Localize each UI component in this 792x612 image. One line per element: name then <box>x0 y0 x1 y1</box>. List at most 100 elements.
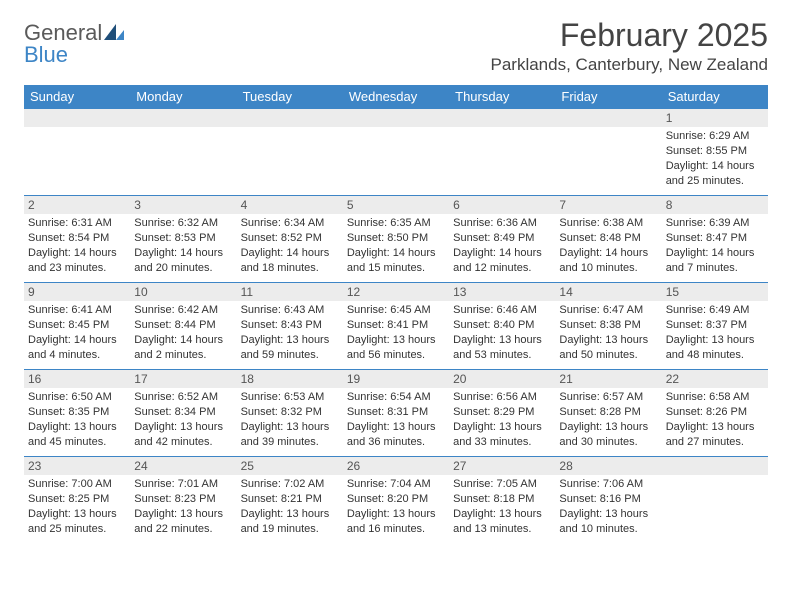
day-body: Sunrise: 6:42 AMSunset: 8:44 PMDaylight:… <box>130 301 236 368</box>
week-row: 16 Sunrise: 6:50 AMSunset: 8:35 PMDayligh… <box>24 369 768 456</box>
sunset-text: Sunset: 8:40 PM <box>453 318 551 333</box>
daylight1-text: Daylight: 14 hours <box>453 246 551 261</box>
day-cell: 11Sunrise: 6:43 AMSunset: 8:43 PMDayligh… <box>237 283 343 369</box>
day-body: Sunrise: 6:35 AMSunset: 8:50 PMDaylight:… <box>343 214 449 281</box>
day-body: Sunrise: 6:57 AMSunset: 8:28 PMDaylight:… <box>555 388 661 455</box>
daylight1-text: Daylight: 13 hours <box>241 333 339 348</box>
daylight2-text: and 16 minutes. <box>347 522 445 537</box>
day-number-bar: 18 <box>237 370 343 388</box>
daylight1-text: Daylight: 14 hours <box>666 246 764 261</box>
day-body: Sunrise: 6:45 AMSunset: 8:41 PMDaylight:… <box>343 301 449 368</box>
sunrise-text: Sunrise: 6:38 AM <box>559 216 657 231</box>
day-number-bar: 24 <box>130 457 236 475</box>
sunrise-text: Sunrise: 6:49 AM <box>666 303 764 318</box>
day-number: 28 <box>559 459 572 473</box>
day-body: Sunrise: 6:46 AMSunset: 8:40 PMDaylight:… <box>449 301 555 368</box>
daylight2-text: and 59 minutes. <box>241 348 339 363</box>
daylight1-text: Daylight: 13 hours <box>453 507 551 522</box>
sunrise-text: Sunrise: 6:41 AM <box>28 303 126 318</box>
sunrise-text: Sunrise: 6:47 AM <box>559 303 657 318</box>
day-number: 5 <box>347 198 354 212</box>
day-number: 7 <box>559 198 566 212</box>
day-cell: 10Sunrise: 6:42 AMSunset: 8:44 PMDayligh… <box>130 283 236 369</box>
day-number: 11 <box>241 285 253 299</box>
day-body: Sunrise: 6:41 AMSunset: 8:45 PMDaylight:… <box>24 301 130 368</box>
dow-cell: Saturday <box>662 85 768 108</box>
sunset-text: Sunset: 8:20 PM <box>347 492 445 507</box>
day-number: 27 <box>453 459 466 473</box>
sunset-text: Sunset: 8:16 PM <box>559 492 657 507</box>
day-number-bar: 23 <box>24 457 130 475</box>
day-cell: 25Sunrise: 7:02 AMSunset: 8:21 PMDayligh… <box>237 457 343 543</box>
day-cell: . <box>130 109 236 195</box>
daylight2-text: and 56 minutes. <box>347 348 445 363</box>
sunset-text: Sunset: 8:28 PM <box>559 405 657 420</box>
day-number: 20 <box>453 372 466 386</box>
location-text: Parklands, Canterbury, New Zealand <box>491 55 769 75</box>
month-title: February 2025 <box>491 18 769 53</box>
day-cell: 22Sunrise: 6:58 AMSunset: 8:26 PMDayligh… <box>662 370 768 456</box>
day-cell: . <box>237 109 343 195</box>
sunrise-text: Sunrise: 6:39 AM <box>666 216 764 231</box>
daylight1-text: Daylight: 14 hours <box>347 246 445 261</box>
day-cell: 23Sunrise: 7:00 AMSunset: 8:25 PMDayligh… <box>24 457 130 543</box>
day-body: Sunrise: 6:34 AMSunset: 8:52 PMDaylight:… <box>237 214 343 281</box>
day-number-bar: 5 <box>343 196 449 214</box>
sunset-text: Sunset: 8:44 PM <box>134 318 232 333</box>
day-number-bar: . <box>24 109 130 127</box>
sunrise-text: Sunrise: 7:05 AM <box>453 477 551 492</box>
daylight1-text: Daylight: 13 hours <box>453 333 551 348</box>
day-number: 4 <box>241 198 248 212</box>
day-cell: 18Sunrise: 6:53 AMSunset: 8:32 PMDayligh… <box>237 370 343 456</box>
daylight1-text: Daylight: 14 hours <box>559 246 657 261</box>
sunset-text: Sunset: 8:26 PM <box>666 405 764 420</box>
day-number-bar: 4 <box>237 196 343 214</box>
daylight1-text: Daylight: 13 hours <box>666 333 764 348</box>
dow-cell: Tuesday <box>237 85 343 108</box>
day-body: Sunrise: 7:02 AMSunset: 8:21 PMDaylight:… <box>237 475 343 542</box>
day-body: Sunrise: 6:39 AMSunset: 8:47 PMDaylight:… <box>662 214 768 281</box>
day-number: 12 <box>347 285 360 299</box>
day-number-bar: . <box>343 109 449 127</box>
day-body: Sunrise: 7:05 AMSunset: 8:18 PMDaylight:… <box>449 475 555 542</box>
calendar-page: General Blue February 2025 Parklands, Ca… <box>0 0 792 543</box>
day-body: Sunrise: 6:50 AMSunset: 8:35 PMDaylight:… <box>24 388 130 455</box>
sunset-text: Sunset: 8:52 PM <box>241 231 339 246</box>
day-number: 3 <box>134 198 141 212</box>
daylight2-text: and 25 minutes. <box>28 522 126 537</box>
sunrise-text: Sunrise: 7:01 AM <box>134 477 232 492</box>
day-body: Sunrise: 7:06 AMSunset: 8:16 PMDaylight:… <box>555 475 661 542</box>
sunset-text: Sunset: 8:31 PM <box>347 405 445 420</box>
day-body: Sunrise: 6:49 AMSunset: 8:37 PMDaylight:… <box>662 301 768 368</box>
day-cell: 27 Sunrise: 7:05 AMSunset: 8:18 PMDayligh… <box>449 457 555 543</box>
calendar-grid: SundayMondayTuesdayWednesdayThursdayFrid… <box>24 85 768 543</box>
title-block: February 2025 Parklands, Canterbury, New… <box>491 18 769 75</box>
sunset-text: Sunset: 8:21 PM <box>241 492 339 507</box>
sunrise-text: Sunrise: 6:53 AM <box>241 390 339 405</box>
daylight1-text: Daylight: 13 hours <box>559 507 657 522</box>
day-number: 21 <box>559 372 572 386</box>
day-cell: 19Sunrise: 6:54 AMSunset: 8:31 PMDayligh… <box>343 370 449 456</box>
sunset-text: Sunset: 8:38 PM <box>559 318 657 333</box>
day-number-bar: 13 <box>449 283 555 301</box>
sunset-text: Sunset: 8:29 PM <box>453 405 551 420</box>
sunset-text: Sunset: 8:50 PM <box>347 231 445 246</box>
daylight2-text: and 36 minutes. <box>347 435 445 450</box>
day-cell: 4 Sunrise: 6:34 AMSunset: 8:52 PMDaylight… <box>237 196 343 282</box>
day-number-bar: 20 <box>449 370 555 388</box>
day-number: 14 <box>559 285 572 299</box>
daylight1-text: Daylight: 14 hours <box>28 333 126 348</box>
sunset-text: Sunset: 8:49 PM <box>453 231 551 246</box>
daylight1-text: Daylight: 14 hours <box>28 246 126 261</box>
daylight1-text: Daylight: 14 hours <box>241 246 339 261</box>
day-body: Sunrise: 6:36 AMSunset: 8:49 PMDaylight:… <box>449 214 555 281</box>
daylight2-text: and 22 minutes. <box>134 522 232 537</box>
day-body: Sunrise: 7:00 AMSunset: 8:25 PMDaylight:… <box>24 475 130 542</box>
day-number: 16 <box>28 372 41 386</box>
logo-word2: Blue <box>24 42 68 67</box>
day-cell: 21 Sunrise: 6:57 AMSunset: 8:28 PMDayligh… <box>555 370 661 456</box>
logo-text: General Blue <box>24 22 124 66</box>
day-cell: 7Sunrise: 6:38 AMSunset: 8:48 PMDaylight… <box>555 196 661 282</box>
daylight1-text: Daylight: 13 hours <box>28 420 126 435</box>
day-number: 13 <box>453 285 466 299</box>
